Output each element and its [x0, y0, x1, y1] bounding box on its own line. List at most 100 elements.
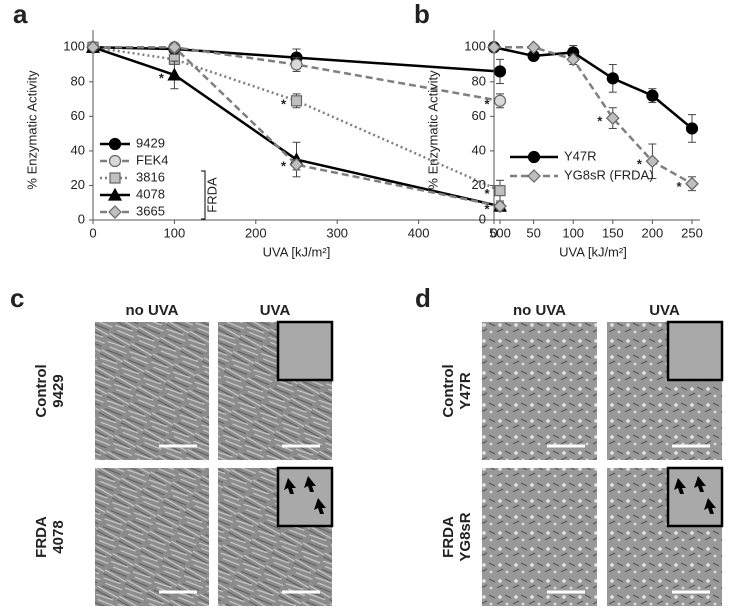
significance-mark: * [484, 202, 490, 217]
x-tick-label: 50 [526, 225, 540, 240]
marker [290, 58, 303, 71]
x-tick-label: 300 [326, 225, 348, 240]
y-axis-label: % Enzymatic Activity [24, 70, 39, 190]
marker [493, 94, 507, 107]
marker [685, 122, 699, 135]
row-label: FRDA [33, 516, 50, 558]
legend-label: YG8sR (FRDA) [564, 167, 654, 182]
x-tick-label: 200 [642, 225, 664, 240]
x-tick-label: 250 [681, 225, 703, 240]
marker [493, 199, 507, 214]
legend-label: Y47R [564, 148, 597, 163]
arrow [694, 476, 706, 492]
significance-mark: * [484, 186, 490, 201]
y-tick-label: 80 [472, 73, 486, 88]
row-label: 9429 [50, 374, 67, 407]
series-line [493, 46, 693, 130]
x-axis-label: UVA [kJ/m²] [263, 244, 331, 259]
micrograph [95, 322, 209, 460]
marker [290, 95, 303, 107]
y-tick-label: 0 [78, 211, 85, 226]
y-tick-label: 40 [71, 142, 85, 157]
legend-bracket [201, 170, 206, 220]
marker [493, 65, 507, 78]
arrow [674, 478, 686, 494]
significance-mark: * [597, 114, 603, 129]
inset [666, 466, 724, 528]
row-label: Control [33, 364, 50, 417]
legend-marker [107, 187, 123, 201]
legend-marker [527, 169, 541, 183]
column-label: no UVA [513, 302, 566, 319]
legend-label: 3665 [136, 203, 165, 218]
marker [167, 40, 182, 55]
row-label: Y47R [457, 372, 474, 410]
legend-label: 3816 [136, 169, 165, 184]
panel-label: b [414, 0, 430, 29]
row-label: YG8sR [457, 512, 474, 561]
legend-marker [108, 137, 122, 151]
x-tick-label: 0 [89, 225, 96, 240]
legend-marker [108, 205, 122, 219]
marker [606, 72, 619, 85]
marker [685, 176, 699, 191]
y-tick-label: 0 [479, 211, 486, 226]
arrow [304, 476, 316, 492]
y-tick-label: 40 [472, 142, 486, 157]
series-line [93, 46, 501, 208]
marker [494, 185, 506, 197]
x-tick-label: 100 [164, 225, 186, 240]
column-label: UVA [649, 302, 680, 319]
arrow [704, 498, 716, 514]
legend-label: 4078 [136, 186, 165, 201]
y-tick-label: 100 [464, 39, 486, 54]
legend-marker [109, 172, 121, 184]
row-label: FRDA [440, 516, 457, 558]
x-tick-label: 0 [490, 225, 497, 240]
micrograph [95, 468, 209, 606]
y-tick-label: 20 [472, 177, 486, 192]
x-tick-label: 150 [602, 225, 624, 240]
x-tick-label: 100 [562, 225, 584, 240]
marker [566, 52, 581, 67]
inset [276, 320, 334, 382]
marker [605, 111, 620, 125]
panel-label: d [415, 283, 431, 313]
marker [289, 157, 304, 172]
y-tick-label: 60 [472, 108, 486, 123]
arrow [284, 478, 296, 494]
marker [646, 89, 659, 102]
column-label: no UVA [125, 302, 178, 319]
significance-mark: * [637, 157, 643, 172]
significance-mark: * [281, 158, 287, 173]
arrow [314, 498, 326, 514]
significance-mark: * [484, 96, 490, 111]
significance-mark: * [159, 70, 165, 85]
significance-mark: * [676, 179, 682, 194]
column-label: UVA [260, 302, 291, 319]
micrograph [482, 322, 597, 460]
x-tick-label: 400 [408, 225, 430, 240]
panel-label: c [10, 283, 24, 313]
series-line [92, 46, 501, 208]
panel-label: a [13, 0, 28, 29]
series-line [93, 46, 501, 103]
micrograph [482, 468, 597, 606]
legend-group-label: FRDA [204, 177, 219, 213]
inset [666, 320, 724, 382]
legend-marker [527, 150, 541, 164]
marker [487, 40, 501, 55]
inset [276, 466, 334, 528]
row-label: 4078 [50, 520, 67, 553]
marker [167, 67, 182, 81]
row-label: Control [440, 364, 457, 417]
y-tick-label: 60 [71, 108, 85, 123]
legend-label: FEK4 [136, 152, 169, 167]
legend-label: 9429 [136, 135, 165, 150]
x-tick-label: 200 [245, 225, 267, 240]
series-line [92, 46, 501, 192]
y-tick-label: 100 [63, 39, 85, 54]
significance-mark: * [281, 96, 287, 111]
